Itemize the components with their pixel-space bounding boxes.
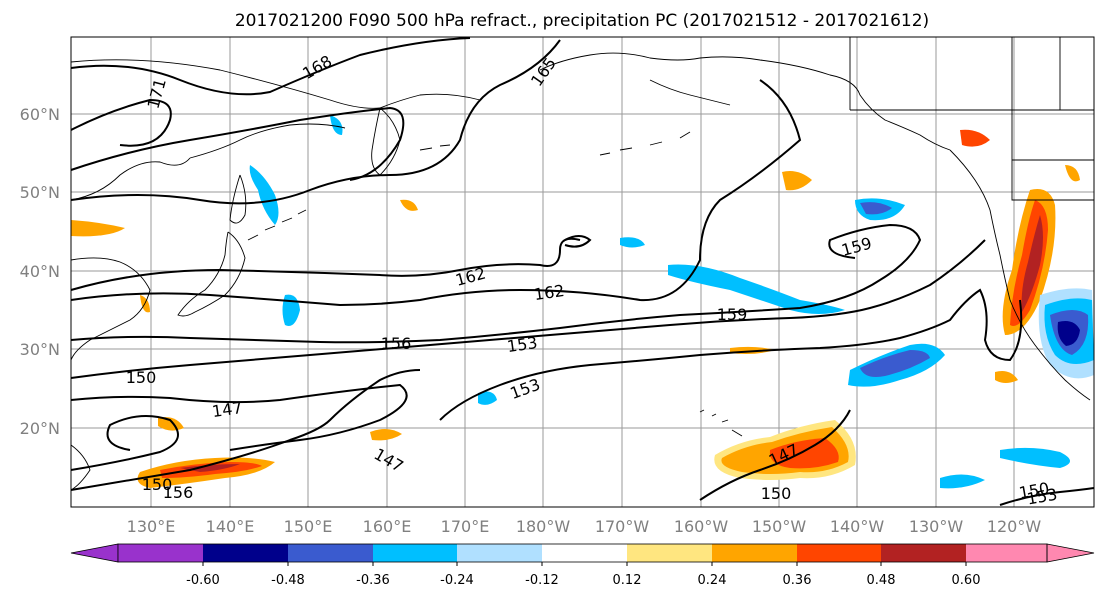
contour-label: 153 (506, 333, 539, 356)
colorbar-segment (457, 544, 542, 562)
colorbar-outline (117, 543, 1048, 563)
colorbar-tick-label: -0.36 (356, 573, 390, 588)
colorbar-tick-label: 0.36 (783, 573, 812, 588)
colorbar-segment (881, 544, 966, 562)
colorbar-tick-label: -0.24 (440, 573, 474, 588)
lon-label: 150°E (284, 517, 333, 536)
refractivity-contours (70, 37, 1095, 506)
colorbar-segment (373, 544, 457, 562)
colorbar-segment (797, 544, 881, 562)
colorbar-tick-label: 0.60 (952, 573, 981, 588)
colorbar-segment (712, 544, 797, 562)
contour-label: 156 (163, 483, 194, 502)
precip-shading (71, 115, 1094, 489)
colorbar-tick-label: 0.24 (698, 573, 727, 588)
contour-label: 147 (211, 398, 244, 421)
colorbar-tick-label: -0.12 (525, 573, 559, 588)
contour-label: 150 (126, 368, 157, 387)
colorbar: -0.60 -0.48 -0.36 -0.24 -0.12 0.12 0.24 … (70, 543, 1095, 588)
lon-label: 140°W (830, 517, 885, 536)
colorbar-tick-label: 0.48 (867, 573, 896, 588)
lat-label: 40°N (20, 262, 60, 281)
colorbar-segment (118, 544, 203, 562)
colorbar-right-extension (1046, 543, 1095, 563)
contour-label: 150 (142, 475, 173, 494)
colorbar-segment (288, 544, 373, 562)
longitude-labels: 130°E 140°E 150°E 160°E 170°E 180°W 170°… (127, 517, 1042, 536)
map-frame (70, 36, 1095, 508)
colorbar-tick-label: -0.48 (271, 573, 305, 588)
colorbar-segment (203, 544, 288, 562)
coastlines (70, 37, 1094, 491)
lat-label: 30°N (20, 340, 60, 359)
lon-label: 150°W (752, 517, 807, 536)
lon-label: 120°W (987, 517, 1042, 536)
colorbar-segment (627, 544, 712, 562)
lon-label: 130°E (127, 517, 176, 536)
map-frame-bg (71, 37, 1094, 507)
lat-label: 50°N (20, 183, 60, 202)
contour-label-group: 168 171 165 162 162 159 159 156 153 153 … (126, 51, 1059, 508)
lon-label: 180°W (516, 517, 571, 536)
lon-label: 160°W (674, 517, 729, 536)
contour-label: 150 (761, 484, 792, 503)
lon-label: 170°W (595, 517, 650, 536)
lon-label: 170°E (441, 517, 490, 536)
contour-label: 162 (533, 281, 566, 304)
colorbar-left-extension (70, 543, 119, 563)
contour-label: 159 (717, 305, 748, 324)
lon-label: 160°E (363, 517, 412, 536)
contour-label: 156 (381, 334, 412, 353)
lon-label: 130°W (909, 517, 964, 536)
colorbar-tick-label: -0.60 (186, 573, 220, 588)
lat-label: 60°N (20, 105, 60, 124)
colorbar-segment (542, 544, 627, 562)
latitude-labels: 60°N 50°N 40°N 30°N 20°N (20, 105, 60, 438)
lon-label: 140°E (206, 517, 255, 536)
chart-title: 2017021200 F090 500 hPa refract., precip… (235, 11, 929, 31)
lat-label: 20°N (20, 419, 60, 438)
colorbar-segment (966, 544, 1047, 562)
colorbar-tick-label: 0.12 (613, 573, 642, 588)
